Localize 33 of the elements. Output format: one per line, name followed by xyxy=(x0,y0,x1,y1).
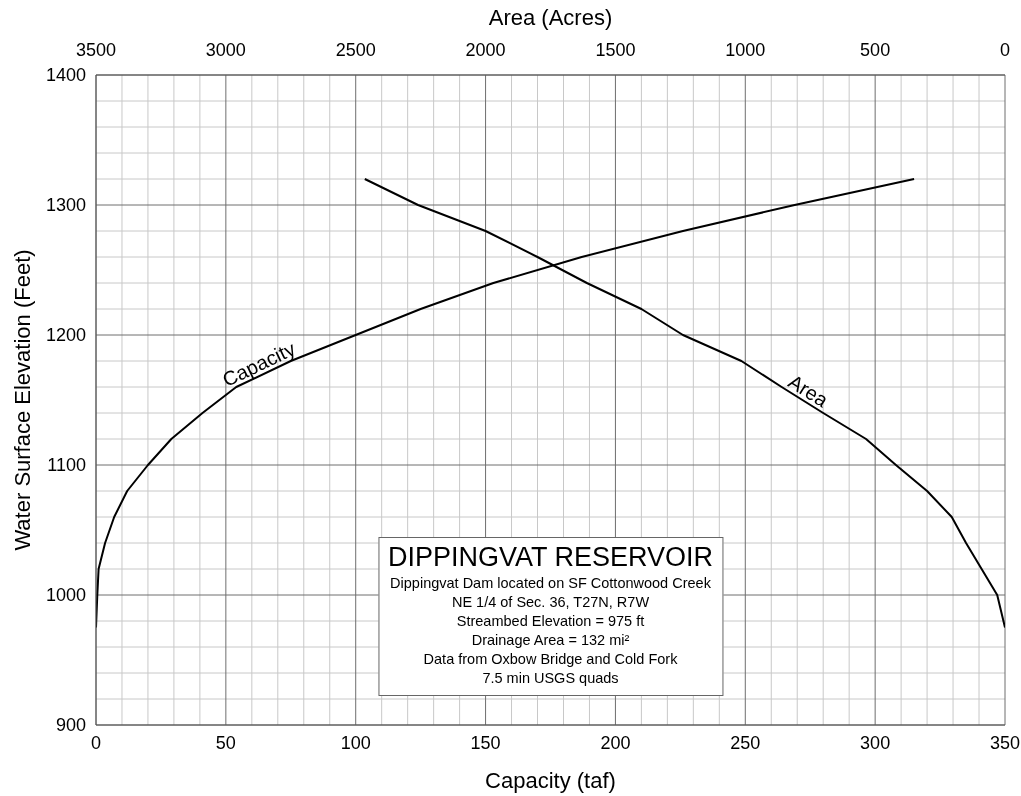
annotation: NE 1/4 of Sec. 36, T27N, R7W xyxy=(450,593,651,612)
text: DIPPINGVAT RESERVOIR xyxy=(387,541,714,574)
annotation: Dippingvat Dam located on SF Cottonwood Creek xyxy=(389,574,712,593)
x-axis-title: Capacity (taf) xyxy=(485,767,616,793)
x2-tick-label: 1000 xyxy=(725,40,766,60)
x2-tick-label: 0 xyxy=(999,40,1011,60)
y-tick-label: 1100 xyxy=(47,455,86,476)
y-tick-label: 1300 xyxy=(45,195,86,216)
annotation: Data from Oxbow Bridge and Cold Fork xyxy=(422,650,679,669)
x-tick-label: 350 xyxy=(989,732,1021,753)
y-axis-title: Water Surface Elevation (Feet) xyxy=(9,249,35,551)
annotation: Streambed Elevation = 975 ft xyxy=(455,612,646,631)
x-tick-label: 200 xyxy=(600,732,631,753)
text: Area xyxy=(784,370,833,412)
x-tick-label: 0 xyxy=(90,732,102,753)
x-tick-label: 100 xyxy=(340,732,371,753)
x2-tick-label: 3000 xyxy=(205,40,246,60)
x2-tick-label: 2500 xyxy=(335,40,376,60)
x-tick-label: 250 xyxy=(730,732,761,753)
x-tick-label: 150 xyxy=(470,732,501,753)
y-tick-label: 1200 xyxy=(45,325,86,346)
x-tick-label: 300 xyxy=(860,732,891,753)
y-tick-label: 1000 xyxy=(45,585,86,606)
y-tick-label: 1400 xyxy=(45,65,86,86)
x2-tick-label: 2000 xyxy=(465,40,506,60)
annotation: 7.5 min USGS quads xyxy=(481,669,620,688)
y-tick-label: 900 xyxy=(55,715,86,736)
annotation: Drainage Area = 132 mi² xyxy=(470,631,631,650)
x2-tick-label: 500 xyxy=(860,40,891,60)
x2-axis-title: Area (Acres) xyxy=(488,4,613,30)
x2-tick-label: 1500 xyxy=(595,40,636,60)
x2-tick-label: 3500 xyxy=(75,40,117,60)
x-tick-label: 50 xyxy=(215,732,236,753)
